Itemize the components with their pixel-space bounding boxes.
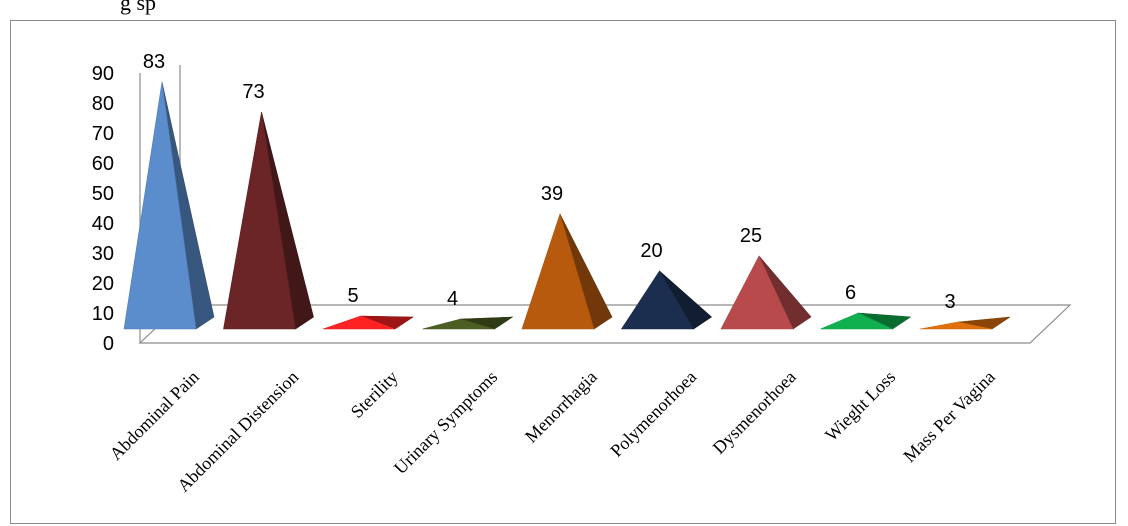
- category-label: Mass Per Vagina: [899, 367, 998, 466]
- pyramid-front-face: [919, 321, 993, 330]
- pyramid-front-face: [322, 315, 396, 330]
- category-label: Dysmenorhoea: [709, 367, 800, 458]
- data-label: 83: [143, 51, 165, 73]
- pyramid-bar: [820, 312, 912, 330]
- data-label: 39: [541, 183, 563, 205]
- pyramid-bar: [322, 315, 414, 330]
- bars: [123, 81, 1011, 330]
- pyramid-bar: [919, 316, 1011, 330]
- category-label: Abdominal Pain: [106, 367, 203, 464]
- pyramid-bar: [620, 270, 712, 330]
- y-tick-label: 50: [92, 183, 114, 205]
- pyramid-bar: [720, 255, 812, 330]
- data-label: 4: [447, 288, 458, 310]
- pyramid-front-face: [123, 81, 197, 330]
- y-tick-label: 30: [92, 243, 114, 265]
- data-label: 73: [242, 81, 264, 103]
- y-tick-label: 40: [92, 213, 114, 235]
- caption-text: g sp: [120, 0, 157, 15]
- category-label: Urinary Symptoms: [390, 367, 501, 478]
- pyramid-front-face: [422, 318, 495, 330]
- y-tick-label: 90: [92, 63, 114, 85]
- data-label: 5: [347, 285, 358, 307]
- data-labels: 83 73 5 4 39 20 25 6 3: [143, 51, 956, 313]
- y-tick-label: 60: [92, 153, 114, 175]
- data-label: 6: [845, 282, 856, 304]
- pyramid-bar: [223, 111, 314, 330]
- pyramid-bar: [521, 212, 613, 330]
- pyramid-front-face: [521, 212, 595, 330]
- y-tick-label: 80: [92, 93, 114, 115]
- y-tick-label: 20: [92, 273, 114, 295]
- y-tick-label: 10: [92, 303, 114, 325]
- y-tick-label: 0: [103, 333, 114, 355]
- y-axis: 0 10 20 30 40 50 60 70 80 90: [92, 63, 141, 355]
- category-label: Menorrhagia: [521, 367, 601, 447]
- data-label: 20: [640, 240, 662, 262]
- pyramid-front-face: [820, 312, 893, 330]
- data-label: 3: [944, 291, 955, 313]
- pyramid-front-face: [720, 255, 794, 330]
- pyramid-front-face: [620, 270, 695, 330]
- category-label: Polymenorhoea: [606, 367, 700, 461]
- data-label: 25: [740, 225, 762, 247]
- pyramid-front-face: [223, 111, 296, 330]
- category-label: Wieght Loss: [821, 367, 899, 445]
- pyramid-bar: [422, 316, 514, 330]
- y-tick-label: 70: [92, 123, 114, 145]
- pyramid-bar: [123, 81, 215, 330]
- category-label: Sterility: [347, 367, 402, 422]
